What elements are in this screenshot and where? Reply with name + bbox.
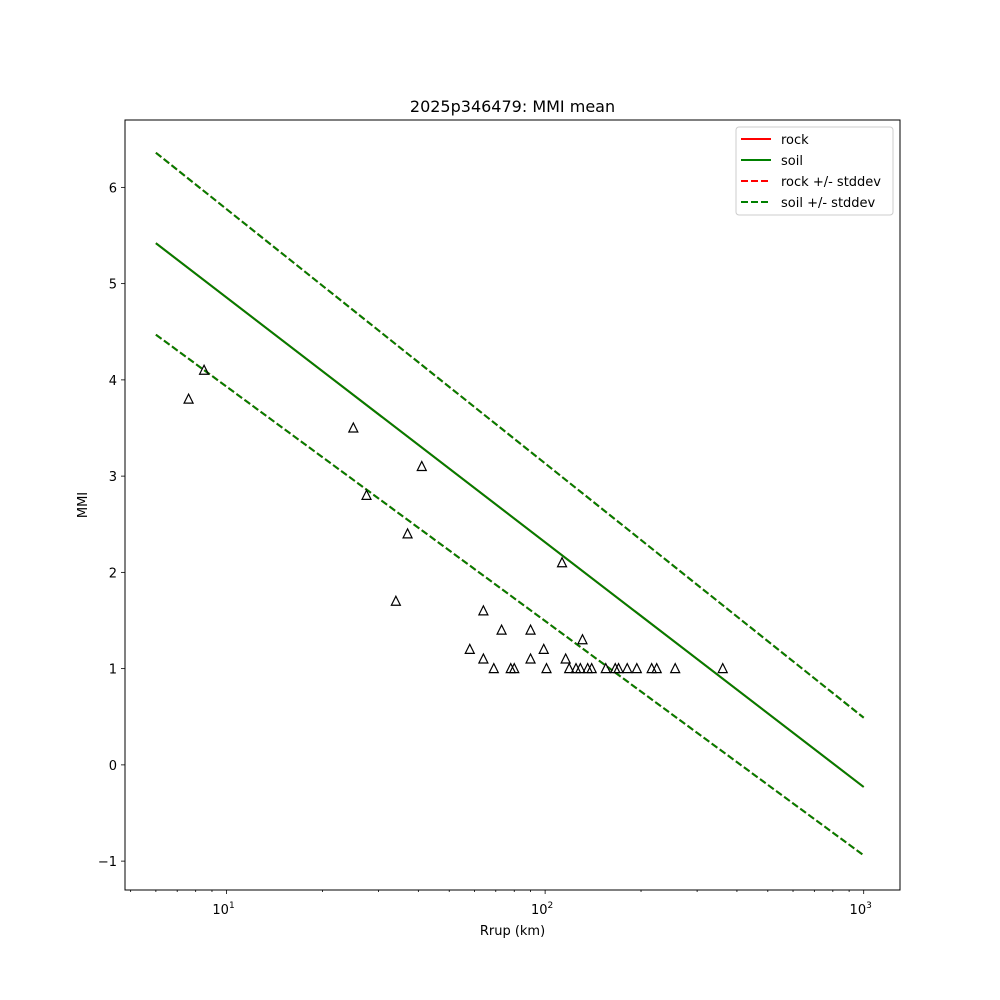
observation-point	[464, 643, 476, 654]
observation-point	[651, 662, 663, 674]
observation-point	[525, 623, 537, 635]
chart-title: 2025p346479: MMI mean	[410, 97, 615, 116]
observation-point	[198, 363, 210, 375]
observation-point	[631, 662, 643, 674]
observation-point	[717, 662, 729, 674]
observation-point	[613, 662, 625, 674]
y-tick-label: 4	[109, 374, 117, 389]
observation-point	[390, 594, 402, 606]
series-line-soil-stddev	[155, 151, 865, 719]
legend: rock soil rock +/- stddev soil +/- stddev	[735, 126, 894, 216]
observation-point	[600, 662, 612, 674]
legend-label-rock-stddev: rock +/- stddev	[781, 175, 881, 190]
x-tick-label: 102	[531, 901, 553, 918]
legend-label-soil-stddev: soil +/- stddev	[781, 196, 876, 211]
observation-point	[402, 527, 414, 539]
observation-point	[563, 662, 575, 674]
y-tick-label: 2	[109, 566, 117, 581]
legend-label-soil: soil	[781, 154, 803, 169]
legend-box	[735, 126, 894, 216]
y-tick-label: −1	[98, 855, 117, 870]
plot-area-frame	[124, 119, 901, 891]
y-tick-label: 6	[109, 181, 117, 196]
y-tick-label: 0	[109, 759, 117, 774]
observation-point	[416, 460, 428, 472]
y-tick-label: 5	[109, 278, 117, 293]
x-axis-label: Rrup (km)	[480, 924, 545, 939]
observation-point	[496, 623, 508, 635]
observation-markers	[183, 363, 729, 674]
legend-label-rock: rock	[781, 133, 809, 148]
observation-point	[477, 652, 489, 664]
series-lines	[155, 151, 865, 857]
observation-point	[560, 652, 572, 664]
observation-point	[586, 662, 598, 674]
x-tick-label: 101	[212, 901, 234, 918]
x-tick-label: 103	[850, 901, 872, 918]
observation-point	[488, 662, 500, 674]
observation-point	[347, 421, 359, 433]
observation-point	[538, 643, 550, 654]
observation-point	[361, 489, 372, 500]
y-tick-label: 3	[109, 470, 117, 485]
series-line-soil	[155, 242, 865, 788]
y-tick-label: 1	[109, 663, 117, 678]
observation-point	[508, 662, 520, 674]
observation-point	[574, 662, 586, 674]
observation-point	[541, 662, 552, 674]
y-axis-label: MMI	[76, 492, 91, 518]
observation-point	[477, 604, 489, 616]
axis-tick-labels: 101 102 103 −1 0 1 2 3 4 5 6	[98, 181, 872, 918]
observation-point	[577, 633, 588, 645]
observation-point	[621, 662, 633, 674]
observation-point	[525, 652, 537, 664]
observation-point	[669, 662, 681, 674]
series-line-soil-stddev-lower	[155, 333, 865, 857]
observation-point	[183, 392, 195, 404]
observation-point	[556, 556, 568, 568]
